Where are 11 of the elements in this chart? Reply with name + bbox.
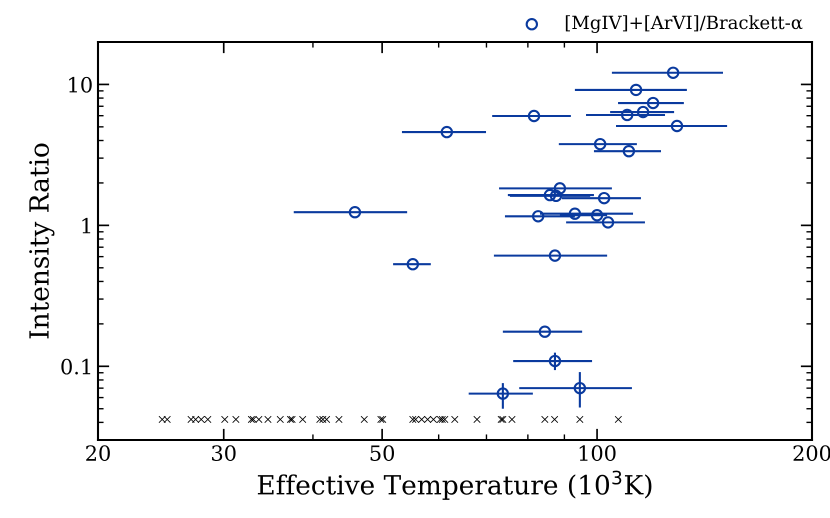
y-tick-label: 1: [82, 218, 90, 234]
x-tick-label: 20: [86, 445, 110, 461]
x-tick-label: 30: [212, 445, 236, 461]
y-tick-label: 0.1: [61, 358, 90, 375]
x-tick-label: 200: [794, 445, 830, 461]
legend-label: [MgIV]+[ArVI]/Brackett-α: [566, 15, 802, 33]
x-tick-label: 50: [370, 445, 394, 461]
x-tick-label: 100: [580, 445, 616, 461]
y-tick-label: 10: [69, 76, 92, 93]
y-axis-title: Intensity Ratio: [29, 144, 54, 338]
x-axis-title: Effective Temperature (10$^{3}$K): [258, 470, 652, 500]
